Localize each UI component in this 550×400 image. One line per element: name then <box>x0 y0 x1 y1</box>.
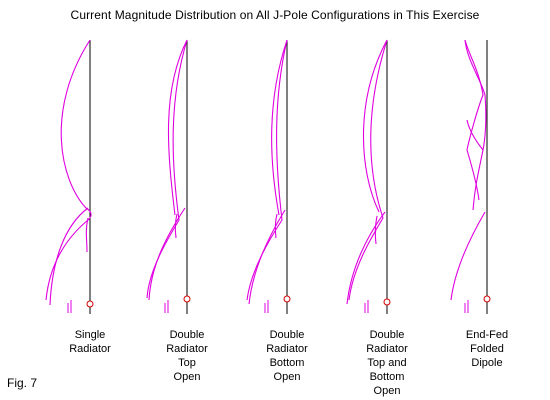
jpole-configuration-1 <box>45 39 94 314</box>
current-magnitude-curve <box>248 209 286 305</box>
feed-point-marker <box>283 295 291 303</box>
current-magnitude-curve <box>348 39 388 301</box>
stub-mark <box>264 300 269 313</box>
configuration-caption: End-Fed Folded Dipole <box>442 328 532 370</box>
stub-mark <box>364 300 369 313</box>
caption-line: Folded <box>470 343 504 355</box>
current-magnitude-curve <box>464 39 487 211</box>
caption-line: Radiator <box>69 343 111 355</box>
caption-line: Open <box>373 385 401 397</box>
caption-line: Double <box>369 329 405 341</box>
caption-line: Bottom <box>269 357 305 369</box>
caption-line: Radiator <box>366 343 408 355</box>
current-magnitude-curve <box>174 213 178 239</box>
caption-line: End-Fed <box>465 329 509 341</box>
feed-point-marker <box>383 298 391 306</box>
current-magnitude-curve <box>146 39 188 299</box>
current-magnitude-curve <box>246 39 288 301</box>
configuration-caption: Double Radiator Top Open <box>142 328 232 384</box>
current-magnitude-curve <box>274 213 278 239</box>
current-magnitude-curve <box>167 39 188 216</box>
feed-point-marker <box>483 295 491 303</box>
caption-line: Top and <box>367 357 407 369</box>
current-magnitude-curve <box>85 217 89 253</box>
caption-line: Radiator <box>266 343 308 355</box>
caption-line: Radiator <box>166 343 208 355</box>
configuration-caption: Double Radiator Top and Bottom Open <box>342 328 432 398</box>
current-magnitude-curve <box>466 119 484 151</box>
jpole-configuration-2 <box>146 39 191 314</box>
caption-line: Dipole <box>471 357 503 369</box>
jpole-configuration-5 <box>450 39 491 314</box>
current-magnitude-curve <box>464 39 484 201</box>
feed-point-marker <box>183 295 191 303</box>
stub-mark <box>464 300 469 313</box>
figure-label: Fig. 7 <box>7 376 38 390</box>
stub-mark <box>67 300 72 313</box>
caption-line: Top <box>178 357 196 369</box>
current-magnitude-curve <box>45 39 92 301</box>
diagram-title: Current Magnitude Distribution on All J-… <box>70 8 480 22</box>
jpole-configuration-3 <box>246 39 291 314</box>
feed-point-marker <box>86 300 94 308</box>
current-magnitude-curve <box>49 207 89 306</box>
caption-line: Double <box>269 329 305 341</box>
current-magnitude-curve <box>346 211 386 305</box>
configuration-caption: Single Radiator <box>45 328 135 356</box>
caption-line: Double <box>169 329 205 341</box>
caption-line: Bottom <box>369 371 405 383</box>
current-magnitude-curve <box>362 39 388 213</box>
current-magnitude-curve <box>374 215 378 245</box>
current-magnitude-curve <box>450 211 486 301</box>
stub-mark <box>164 300 169 313</box>
jpole-configuration-4 <box>346 39 391 314</box>
configuration-caption: Double Radiator Bottom Open <box>242 328 332 384</box>
caption-line: Open <box>173 371 201 383</box>
caption-line: Single <box>74 329 106 341</box>
current-magnitude-curve <box>271 39 288 216</box>
caption-line: Open <box>273 371 301 383</box>
current-magnitude-curve <box>148 207 186 301</box>
